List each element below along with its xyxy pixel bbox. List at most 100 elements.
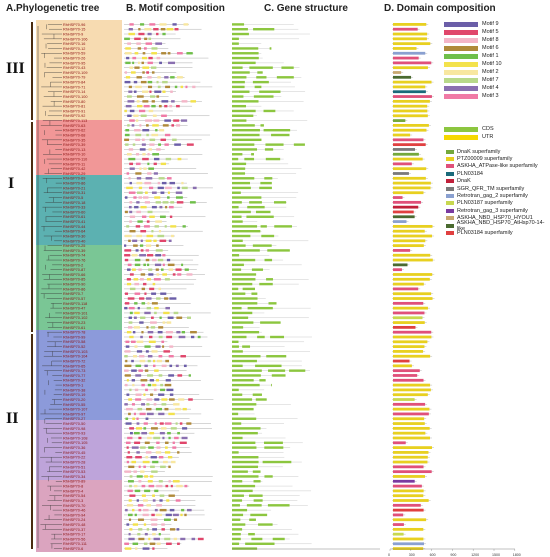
gene-label: RhHSP70-18 xyxy=(63,201,85,205)
cds-box xyxy=(232,287,239,291)
gene-label: RhHSP70-103 xyxy=(63,350,87,354)
cds-box xyxy=(281,66,294,69)
cds-box xyxy=(232,542,240,545)
motif-box xyxy=(143,523,147,526)
domain-box xyxy=(393,345,425,349)
domain-axis-label: 1200 xyxy=(471,553,479,557)
motif-box xyxy=(125,129,130,132)
motif-box xyxy=(158,456,164,459)
motif-box xyxy=(171,100,175,103)
motif-box xyxy=(176,201,184,204)
motif-box xyxy=(183,23,189,26)
motif-box xyxy=(143,263,146,267)
motif-box xyxy=(181,508,185,512)
motif-box xyxy=(160,465,166,469)
motif-box xyxy=(162,321,166,324)
motif-box xyxy=(152,460,159,464)
gene-label: RhHSP70-105 xyxy=(63,441,87,445)
gene-label: RhHSP70-64 xyxy=(63,230,85,234)
motif-box xyxy=(144,345,151,348)
motif-box xyxy=(146,407,152,411)
cds-box xyxy=(249,494,263,497)
motif-box xyxy=(181,436,188,440)
motif-box xyxy=(136,417,139,420)
motif-box xyxy=(176,484,183,488)
clade-3-bar xyxy=(31,22,33,120)
motif-box xyxy=(158,104,162,108)
cds-box xyxy=(232,369,262,372)
cds-box xyxy=(232,302,258,305)
gene-label: RhHSP70-36 xyxy=(63,446,85,450)
gene-label: RhHSP70-55 xyxy=(63,403,85,407)
clade-I-label: I xyxy=(8,175,15,192)
cds-box xyxy=(232,244,246,247)
motif-box xyxy=(131,359,134,363)
legend-item: Motif 7 xyxy=(444,76,502,84)
cds-box xyxy=(232,537,241,541)
clade-band xyxy=(36,420,122,480)
legend-label: PLN03184 xyxy=(457,170,483,177)
motif-box xyxy=(165,379,171,382)
domain-box xyxy=(393,258,433,262)
motif-box xyxy=(129,162,133,166)
motif-box xyxy=(148,273,154,276)
domain-box xyxy=(393,114,428,118)
motif-box xyxy=(155,249,163,252)
gene-label: RhHSP70-35 xyxy=(63,138,85,142)
cds-box xyxy=(232,268,242,271)
cds-box xyxy=(232,23,245,26)
motif-box xyxy=(124,403,128,406)
motif-box xyxy=(162,254,166,257)
motif-box xyxy=(169,297,177,300)
motif-box xyxy=(166,258,171,262)
motif-box xyxy=(159,494,165,497)
cds-box xyxy=(255,398,267,401)
legend-swatch xyxy=(444,37,478,43)
motif-box xyxy=(128,518,132,521)
legend-label: DnaK superfamily xyxy=(457,148,501,155)
motif-box xyxy=(133,80,138,84)
cds-box xyxy=(262,460,292,464)
motif-box xyxy=(145,42,153,45)
motif-box xyxy=(138,480,142,483)
domain-box xyxy=(393,412,429,416)
motif-box xyxy=(144,364,148,368)
motif-box xyxy=(176,330,181,334)
cds-box xyxy=(232,407,254,411)
motif-box xyxy=(151,350,158,353)
gene-label: RhHSP70-91 xyxy=(63,109,85,113)
motif-box xyxy=(142,71,145,74)
cds-box xyxy=(232,138,262,142)
motif-box xyxy=(143,225,150,228)
gene-label: RhHSP70-50 xyxy=(63,422,85,426)
cds-box xyxy=(251,268,263,271)
domain-box xyxy=(393,292,432,296)
motif-box xyxy=(154,489,159,493)
motif-box xyxy=(134,513,137,517)
domain-box xyxy=(393,422,425,425)
motif-box xyxy=(139,167,142,170)
cds-box xyxy=(232,157,239,161)
motif-box xyxy=(161,100,169,103)
motif-box xyxy=(128,239,131,243)
motif-box xyxy=(152,494,156,497)
motif-box xyxy=(172,273,176,276)
cds-box xyxy=(272,537,285,541)
gene-label: RhHSP70-19 xyxy=(63,393,85,397)
motif-box xyxy=(138,369,143,372)
motif-box xyxy=(134,311,140,315)
cds-box xyxy=(232,52,259,55)
motif-box xyxy=(129,311,133,315)
cds-box xyxy=(232,374,261,377)
motif-box xyxy=(148,56,153,60)
motif-box xyxy=(138,268,142,271)
motif-box xyxy=(147,254,154,257)
legend-label: Motif 3 xyxy=(482,93,499,99)
legend-item: Motif 5 xyxy=(444,28,502,36)
domain-box xyxy=(393,455,428,459)
cds-box xyxy=(232,427,261,430)
domain-box xyxy=(393,162,412,166)
motif-box xyxy=(143,47,147,50)
domain-box xyxy=(393,513,404,517)
motif-box xyxy=(142,100,149,103)
